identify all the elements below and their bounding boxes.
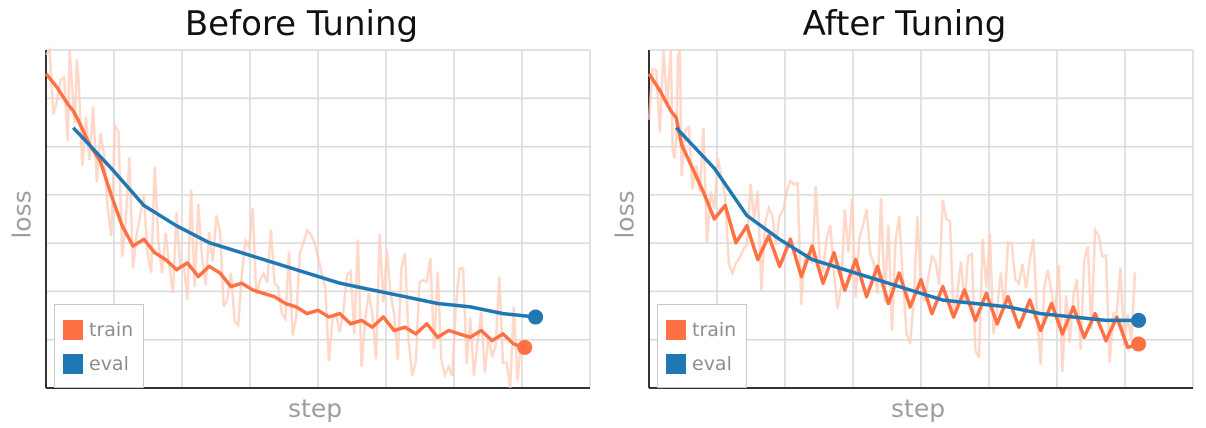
x-axis-label: step [288, 394, 343, 423]
legend: train eval [54, 304, 145, 388]
y-axis-label: loss [7, 190, 37, 239]
chart-title: After Tuning [802, 4, 1007, 44]
legend-item-train: train [666, 313, 736, 347]
chart-title: Before Tuning [184, 4, 419, 44]
legend-label-train: train [692, 319, 737, 341]
legend-swatch-eval [63, 354, 83, 374]
chart-panel-after: After Tuning loss step train eval [603, 0, 1206, 428]
legend-item-train: train [63, 313, 133, 347]
x-axis-label: step [891, 394, 946, 423]
legend-label-train: train [89, 319, 134, 341]
series-train-raw-line [45, 46, 523, 389]
y-axis-label: loss [610, 190, 640, 239]
series-eval-line [674, 126, 1139, 323]
series-eval-end-marker [1131, 312, 1147, 328]
legend-label-eval: eval [692, 353, 732, 375]
legend-swatch-train [666, 320, 686, 340]
series-eval-line [71, 126, 536, 319]
legend-label-eval: eval [89, 353, 129, 375]
series-train-raw-line [647, 49, 1137, 372]
series-train-line [44, 72, 526, 350]
legend-swatch-eval [666, 354, 686, 374]
legend-swatch-train [63, 320, 83, 340]
legend-item-eval: eval [666, 347, 736, 381]
series-train-end-marker [1131, 336, 1147, 352]
chart-panel-before: Before Tuning loss step train eval [7, 4, 591, 423]
series-eval-end-marker [528, 309, 544, 325]
legend-item-eval: eval [63, 347, 133, 381]
legend: train eval [657, 304, 748, 388]
series-train-end-marker [517, 339, 533, 355]
